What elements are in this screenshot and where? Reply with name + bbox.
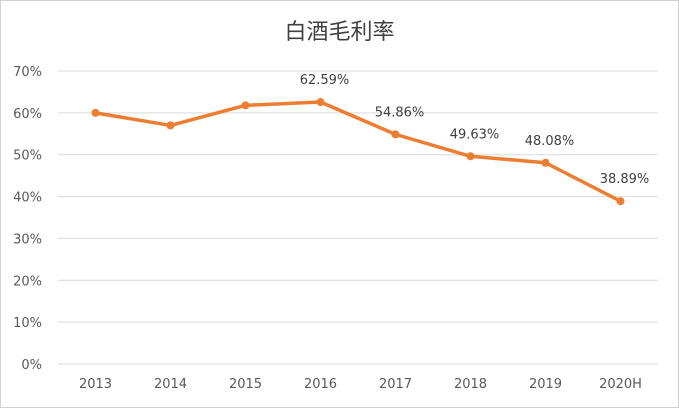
data-label: 38.89% — [600, 172, 650, 187]
data-point — [541, 158, 550, 167]
y-tick-label: 50% — [13, 149, 42, 164]
data-point — [316, 98, 325, 107]
y-tick-label: 20% — [13, 274, 42, 289]
data-point — [466, 152, 475, 161]
y-tick-label: 70% — [13, 65, 42, 80]
x-tick-label: 2017 — [379, 377, 412, 392]
x-tick-label: 2015 — [229, 377, 262, 392]
x-tick-label: 2013 — [79, 377, 112, 392]
gridlines — [58, 70, 658, 365]
data-point — [616, 197, 625, 206]
data-labels: 62.59% 54.86% 49.63% 48.08% 38.89% — [300, 73, 650, 187]
x-tick-label: 2019 — [529, 377, 562, 392]
x-tick-label: 2014 — [154, 377, 187, 392]
y-tick-label: 0% — [21, 358, 42, 373]
data-label: 48.08% — [525, 134, 575, 149]
data-label: 62.59% — [300, 73, 350, 88]
data-point — [166, 121, 175, 130]
series-line-path — [95, 100, 622, 203]
data-point — [91, 108, 100, 117]
chart-title: 白酒毛利率 — [284, 20, 395, 45]
y-tick-label: 60% — [13, 107, 42, 122]
y-tick-label: 10% — [13, 316, 42, 331]
x-tick-label: 2016 — [304, 377, 337, 392]
data-point — [241, 101, 250, 110]
x-tick-label: 2020H — [599, 377, 642, 392]
x-axis-ticks: 2013 2014 2015 2016 2017 2018 2019 2020H — [79, 377, 642, 392]
data-point — [391, 130, 400, 139]
y-axis-ticks: 0% 10% 20% 30% 40% 50% 60% 70% — [13, 65, 42, 373]
y-tick-label: 40% — [13, 191, 42, 206]
y-tick-label: 30% — [13, 232, 42, 247]
data-label: 49.63% — [450, 127, 500, 142]
data-label: 54.86% — [375, 105, 425, 120]
x-tick-label: 2018 — [454, 377, 487, 392]
series-line — [91, 98, 625, 206]
